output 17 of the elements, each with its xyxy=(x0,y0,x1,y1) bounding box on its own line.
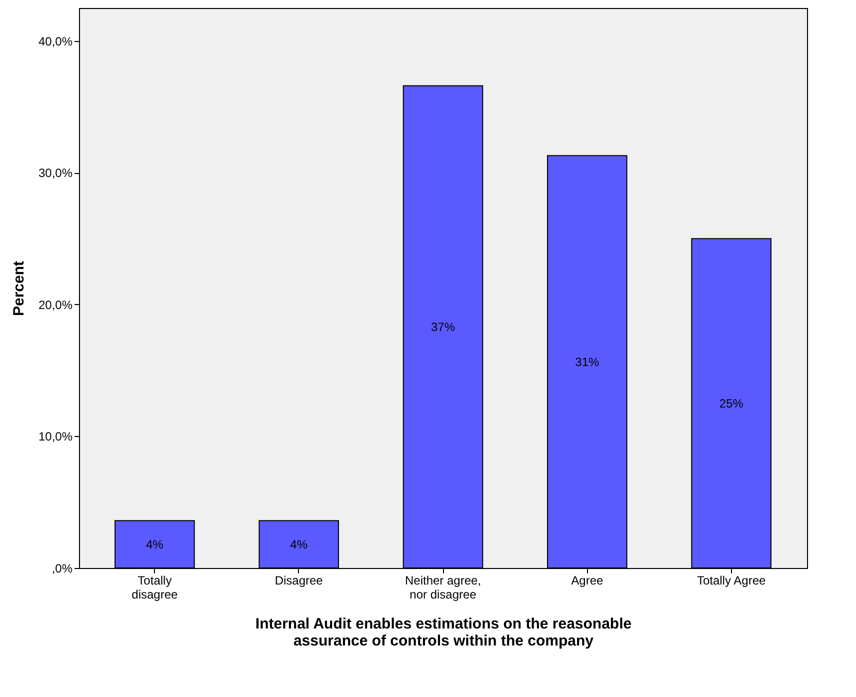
y-tick-label: 10,0% xyxy=(38,430,73,444)
y-tick-label: 20,0% xyxy=(38,298,73,312)
data-label: 31% xyxy=(575,354,600,369)
x-tick-label: Neither agree, nor disagree xyxy=(404,574,482,602)
data-label: 4% xyxy=(146,537,164,552)
y-tick-label: 30,0% xyxy=(38,166,73,180)
x-tick-label: Disagree xyxy=(274,574,324,588)
y-axis-title: Percent xyxy=(10,260,28,316)
x-axis-title: Internal Audit enables estimations on the reasonable assurance of controls within the company xyxy=(255,616,632,650)
data-label: 4% xyxy=(290,537,308,552)
data-label: 37% xyxy=(430,320,456,334)
data-label: 25% xyxy=(719,396,744,410)
x-tick-label: Agree xyxy=(571,574,604,588)
x-tick-label: Totally disagree xyxy=(132,574,178,602)
x-tick-label: Totally Agree xyxy=(696,574,766,588)
y-tick-label: 40,0% xyxy=(38,34,73,48)
y-tick-label: ,0% xyxy=(52,562,73,576)
